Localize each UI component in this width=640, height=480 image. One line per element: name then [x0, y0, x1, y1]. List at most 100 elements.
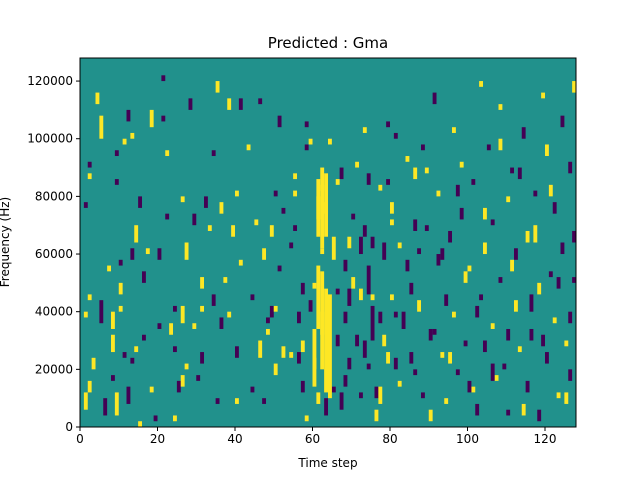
heatmap-cell [452, 127, 456, 133]
heatmap-cell [196, 375, 201, 381]
heatmap-cell [339, 392, 344, 410]
heatmap-cell [304, 121, 309, 128]
heatmap-cell [510, 259, 515, 272]
heatmap-cell [277, 265, 282, 272]
chart-title: Predicted : Gma [268, 34, 388, 52]
heatmap-cell [374, 386, 379, 399]
heatmap-cell [223, 277, 228, 283]
heatmap-cell [568, 311, 573, 324]
heatmap-cell [486, 144, 491, 151]
heatmap-cell [521, 403, 526, 416]
x-axis-label: Time step [297, 456, 357, 470]
heatmap-cell [328, 294, 332, 399]
heatmap-cell [475, 305, 480, 318]
heatmap-cell [219, 317, 224, 329]
heatmap-cell [157, 248, 162, 260]
heatmap-cell [211, 150, 216, 157]
heatmap-cell [235, 190, 239, 197]
heatmap-cell [269, 225, 274, 237]
heatmap-cell [568, 161, 573, 174]
heatmap-cell [107, 265, 112, 272]
heatmap-cell [304, 415, 309, 422]
heatmap-cell [568, 369, 573, 381]
heatmap-cell [517, 346, 522, 353]
heatmap-cell [227, 98, 232, 110]
heatmap-cell [390, 202, 394, 214]
heatmap-cell [324, 398, 329, 416]
heatmap-cell [483, 207, 487, 220]
heatmap-cell [386, 352, 391, 364]
heatmap-cell [320, 271, 325, 370]
heatmap-cell [490, 219, 495, 226]
heatmap-cell [238, 98, 243, 110]
heatmap-cell [184, 242, 189, 260]
heatmap-cell [126, 386, 131, 404]
heatmap-cell [227, 311, 232, 318]
heatmap-cell [552, 202, 557, 214]
heatmap-cell [339, 167, 344, 180]
heatmap-cell [506, 196, 511, 203]
heatmap-cell [560, 115, 565, 128]
heatmap-cells [83, 75, 577, 427]
heatmap-cell [378, 386, 383, 404]
heatmap-cell [83, 392, 88, 410]
heatmap-cell [440, 352, 445, 358]
heatmap-cell [130, 248, 135, 260]
heatmap-cell [130, 357, 135, 364]
heatmap-cell [211, 294, 216, 306]
heatmap-cell [525, 230, 530, 243]
heatmap-cell [83, 202, 88, 208]
heatmap-cell [417, 300, 422, 312]
heatmap-cell [293, 190, 298, 197]
heatmap-cell [421, 392, 425, 399]
heatmap-cell [390, 294, 394, 301]
heatmap-cell [289, 242, 294, 249]
heatmap-cell [149, 109, 154, 128]
heatmap-cell [448, 352, 453, 364]
heatmap-cell [200, 305, 205, 312]
heatmap-cell [545, 144, 549, 157]
heatmap-cell [548, 271, 553, 278]
heatmap-cell [455, 369, 460, 376]
heatmap-cell [215, 398, 220, 404]
heatmap-cell [266, 317, 270, 324]
heatmap-cell [378, 184, 383, 191]
heatmap-cell [537, 282, 542, 295]
heatmap-cell [157, 323, 162, 329]
heatmap-cell [572, 277, 577, 283]
heatmap-cell [184, 363, 189, 370]
heatmap-cell [475, 403, 480, 416]
heatmap-cell [521, 127, 526, 139]
heatmap-cell [545, 352, 549, 364]
heatmap-cell [525, 380, 530, 393]
heatmap-cell [180, 375, 185, 387]
heatmap-cell [347, 357, 352, 370]
heatmap-cell [134, 346, 139, 353]
heatmap-cell [91, 357, 96, 370]
heatmap-cell [382, 242, 387, 260]
heatmap-cell [343, 259, 348, 272]
heatmap-cell [145, 248, 150, 255]
heatmap-cell [362, 225, 367, 237]
heatmap-cell [444, 294, 449, 306]
heatmap-cell [498, 138, 503, 151]
heatmap-cell [331, 236, 336, 260]
heatmap-cell [440, 248, 445, 260]
heatmap-cell [459, 161, 464, 168]
heatmap-cell [424, 167, 429, 174]
heatmap-cell [517, 167, 522, 180]
heatmap-cell [111, 311, 115, 329]
heatmap-cell [111, 375, 115, 381]
heatmap-cell [316, 392, 321, 404]
heatmap-cell [188, 98, 193, 110]
heatmap-cell [459, 207, 464, 220]
heatmap-cell [308, 138, 313, 145]
heatmap-cell [95, 92, 100, 105]
heatmap-cell [552, 317, 557, 324]
heatmap-cell [273, 305, 278, 312]
x-tick-label: 80 [382, 432, 397, 446]
heatmap-cell [215, 81, 220, 93]
heatmap-cell [471, 386, 476, 393]
heatmap-cell [316, 179, 321, 237]
heatmap-cell [506, 409, 511, 416]
